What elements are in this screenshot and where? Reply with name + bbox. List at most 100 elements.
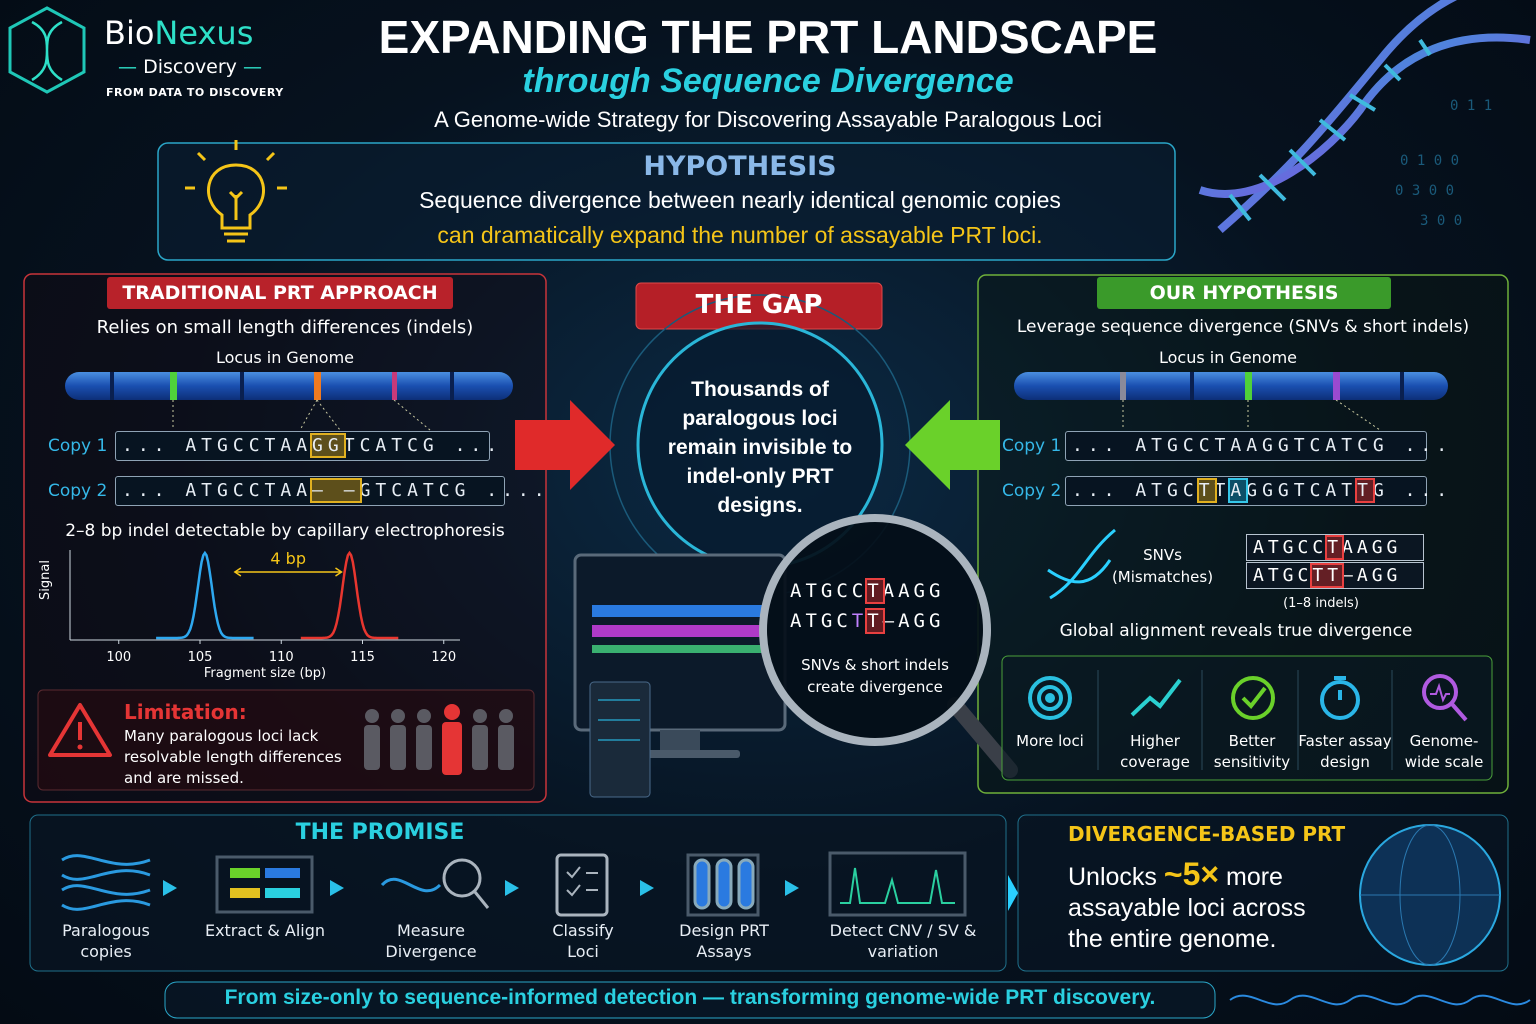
conclusion: Global alignment reveals true divergence <box>1059 621 1413 641</box>
alignment-row: ATGCCTAAGG <box>1246 534 1424 561</box>
limitation-box <box>37 689 535 791</box>
copy-label: Copy 1 <box>1002 436 1062 456</box>
sequence-segment: GTCATCG .... <box>359 480 550 501</box>
svg-text:0 1 0 0: 0 1 0 0 <box>1400 153 1459 169</box>
sequence: ... ATGCCTAAGGTCATCG ... <box>115 431 497 461</box>
brand-name-2: Nexus <box>154 14 254 52</box>
copy-label: Copy 2 <box>48 481 108 501</box>
copy-label: Copy 1 <box>48 436 108 456</box>
annotation-arrowheads <box>233 567 343 577</box>
promise-step: Design PRT Assays <box>679 921 769 961</box>
sequence-highlight: T <box>1196 478 1217 503</box>
benefit: Genome-wide scale <box>1404 732 1484 771</box>
x-tick-label: 120 <box>431 650 456 665</box>
hypothesis-line: can dramatically expand the number of as… <box>437 222 1043 248</box>
panel-summary: Relies on small length differences (inde… <box>96 317 474 338</box>
sequence-segment: ... ATGCCTAA <box>122 480 313 501</box>
gap-text: Thousands of paralogous loci remain invi… <box>667 378 853 517</box>
binary-decoration: 0 1 0 0 0 3 0 0 3 0 0 0 1 1 <box>1395 98 1492 229</box>
benefit-dividers <box>1097 670 1393 770</box>
hypothesis-line: Sequence divergence between nearly ident… <box>419 187 1061 213</box>
bulb-icon <box>185 140 287 243</box>
alignment-segment: –AGG <box>1342 565 1402 586</box>
gap-label: THE GAP <box>695 290 823 320</box>
footer-wave <box>1229 994 1531 1006</box>
locus-label: Locus in Genome <box>215 348 355 367</box>
chromosome <box>1014 372 1448 400</box>
svg-text:3 0 0: 3 0 0 <box>1420 213 1462 229</box>
description: A Genome-wide Strategy for Discovering A… <box>434 107 1102 132</box>
alignment-segment: ATGC <box>1253 565 1313 586</box>
benefit: More loci <box>1016 732 1084 750</box>
sequence-segment: ... ATGCCTAAGGTCATCG ... <box>1072 435 1453 456</box>
brand-sub: — Discovery — <box>118 56 262 78</box>
sequence-highlight: – – <box>310 478 362 503</box>
alignment-segment: AAGG <box>1342 537 1402 558</box>
sequence-segment: TCATCG ... <box>343 435 503 456</box>
alignment-row: ATGCTT–AGG <box>1246 562 1424 589</box>
warning-icon <box>48 703 112 757</box>
snv-sub: (Mismatches) <box>1111 568 1214 586</box>
sequence: ... ATGCTTAGGGTCATTG ... <box>1065 476 1447 506</box>
x-tick-label: 110 <box>269 650 294 665</box>
footer-box <box>164 981 1216 1019</box>
benefit-icons <box>1028 674 1468 722</box>
x-tick-label: 100 <box>106 650 131 665</box>
sequence-highlight: T <box>1355 478 1375 503</box>
sequence-highlight: GG <box>310 433 346 458</box>
svg-text:0 3 0 0: 0 3 0 0 <box>1395 183 1454 199</box>
limitation-title: Limitation: <box>124 700 247 724</box>
arrow-red <box>515 400 615 490</box>
panel-label: OUR HYPOTHESIS <box>1149 282 1339 304</box>
title: EXPANDING THE PRT LANDSCAPE <box>378 11 1158 63</box>
sequence-segment: ... ATGC <box>1072 480 1199 501</box>
outcome-text: more <box>1226 863 1283 891</box>
copy-label: Copy 2 <box>1002 481 1062 501</box>
outcome-label: DIVERGENCE-BASED PRT <box>1068 822 1346 846</box>
promise-step: Measure Divergence <box>385 921 477 961</box>
chart-y-label: Signal <box>38 560 53 600</box>
locus-lines <box>172 399 431 431</box>
alignment-segment: ATGC <box>790 610 852 632</box>
alignment-highlight: T <box>865 578 885 604</box>
traditional-panel <box>23 273 547 803</box>
brand-name: BioNexus <box>104 14 253 52</box>
panel-label: TRADITIONAL PRT APPROACH <box>122 282 438 304</box>
promise-label: THE PROMISE <box>295 820 465 845</box>
globe <box>1359 824 1501 966</box>
footer-text: From size-only to sequence-informed dete… <box>224 986 1156 1009</box>
magnified-alignment: ATGCCTAAGG <box>790 578 945 604</box>
brand-name-1: Bio <box>104 14 155 52</box>
chevron <box>1008 875 1018 911</box>
panel-note: 2–8 bp indel detectable by capillary ele… <box>65 521 505 541</box>
sequence: ... ATGCCTAAGGTCATCG ... <box>1065 431 1447 461</box>
dna-decoration <box>1198 0 1531 234</box>
promise-step: Paralogous copies <box>62 921 150 961</box>
locus-label: Locus in Genome <box>1158 348 1298 367</box>
magnifier-caption: SNVs & short indels create divergence <box>801 656 949 696</box>
alignment-segment: AAGG <box>882 580 945 602</box>
people-icons <box>364 704 514 775</box>
snv-helix-icon <box>1047 528 1116 600</box>
peak <box>300 550 399 640</box>
chart-x-label: Fragment size (bp) <box>203 666 327 681</box>
snv-label: SNVs <box>1143 546 1182 564</box>
alignment-segment: –AGG <box>882 610 945 632</box>
outcome-line: Unlocks ~5× more <box>1068 856 1283 893</box>
x-tick-label: 115 <box>350 650 375 665</box>
limitation-text: Many paralogous loci lack resolvable len… <box>124 727 342 787</box>
svg-text:0 1 1: 0 1 1 <box>1450 98 1492 114</box>
chromosome-bands <box>1120 372 1404 400</box>
alignment-highlight: TT <box>1310 563 1345 588</box>
indel-note: (1–8 indels) <box>1283 596 1359 611</box>
alignment-segment: ATGCC <box>790 580 868 602</box>
benefit: Better sensitivity <box>1213 732 1291 771</box>
magnified-alignment: ATGCTT–AGG <box>790 608 945 634</box>
sequence-segment: T <box>1214 480 1231 501</box>
annotation: 4 bp <box>270 549 306 568</box>
outcome-text: Unlocks <box>1068 863 1157 891</box>
magnifier <box>759 514 1018 778</box>
